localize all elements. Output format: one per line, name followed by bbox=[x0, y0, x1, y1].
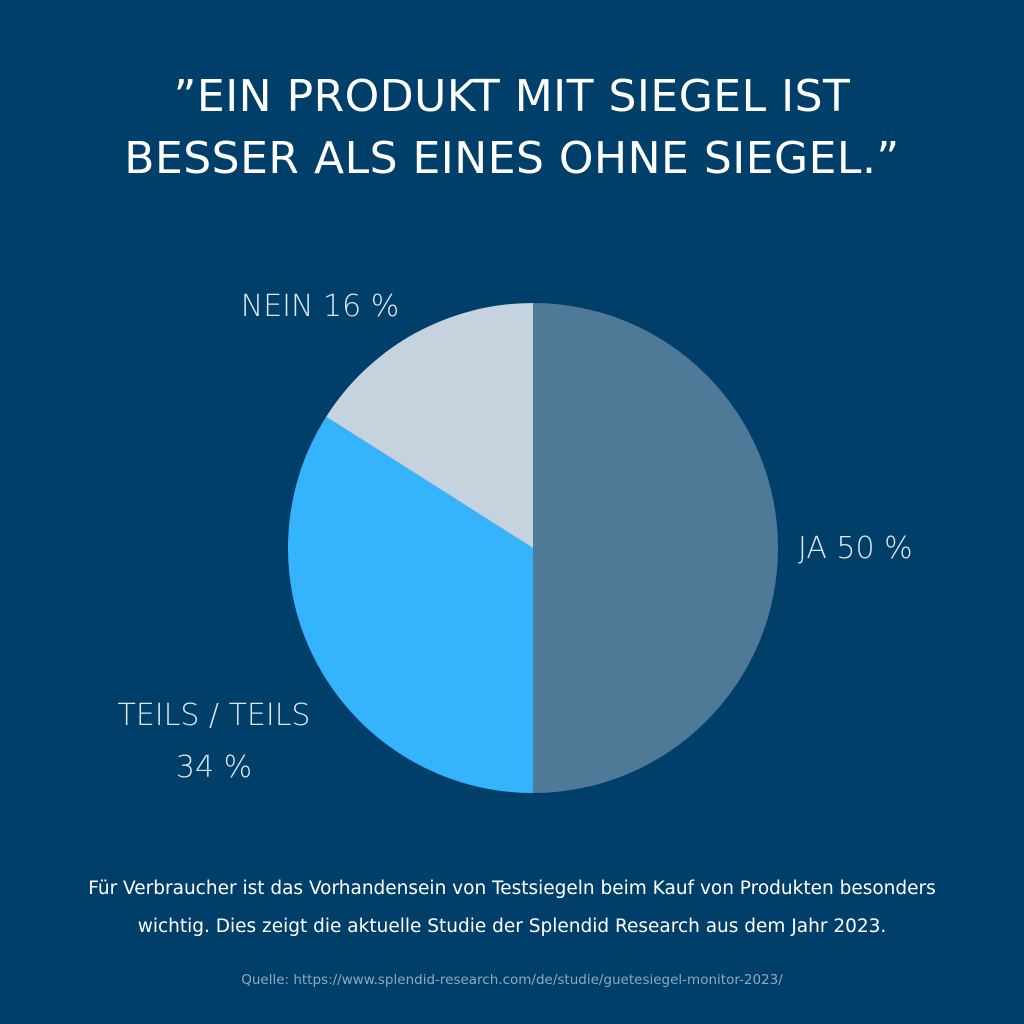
description: Für Verbraucher ist das Vorhandensein vo… bbox=[30, 870, 994, 946]
pie-slice-nein bbox=[326, 303, 533, 548]
slice-label-2-line-0: NEIN 16 % bbox=[241, 289, 399, 324]
chart-title-line-2: BESSER ALS EINES OHNE SIEGEL.” bbox=[124, 133, 900, 184]
slice-label-0-line-0: JA 50 % bbox=[798, 531, 913, 566]
description-line-2: wichtig. Dies zeigt die aktuelle Studie … bbox=[137, 916, 887, 937]
slice-label-1-line-0: TEILS / TEILS bbox=[118, 698, 311, 733]
chart-title: ”EIN PRODUKT MIT SIEGEL IST BESSER ALS E… bbox=[40, 66, 984, 190]
slice-label-1-line-1: 34 % bbox=[176, 750, 252, 785]
chart-title-line-1: ”EIN PRODUKT MIT SIEGEL IST bbox=[173, 71, 851, 122]
pie-slice-teils-teils bbox=[287, 416, 533, 793]
description-line-1: Für Verbraucher ist das Vorhandensein vo… bbox=[88, 878, 936, 899]
pie-labels: JA 50 % TEILS / TEILS 34 % NEIN 16 % bbox=[118, 289, 913, 785]
pie-slice-ja bbox=[533, 303, 778, 793]
pie-slices bbox=[287, 303, 778, 793]
source-note: Quelle: https://www.splendid-research.co… bbox=[241, 972, 783, 988]
